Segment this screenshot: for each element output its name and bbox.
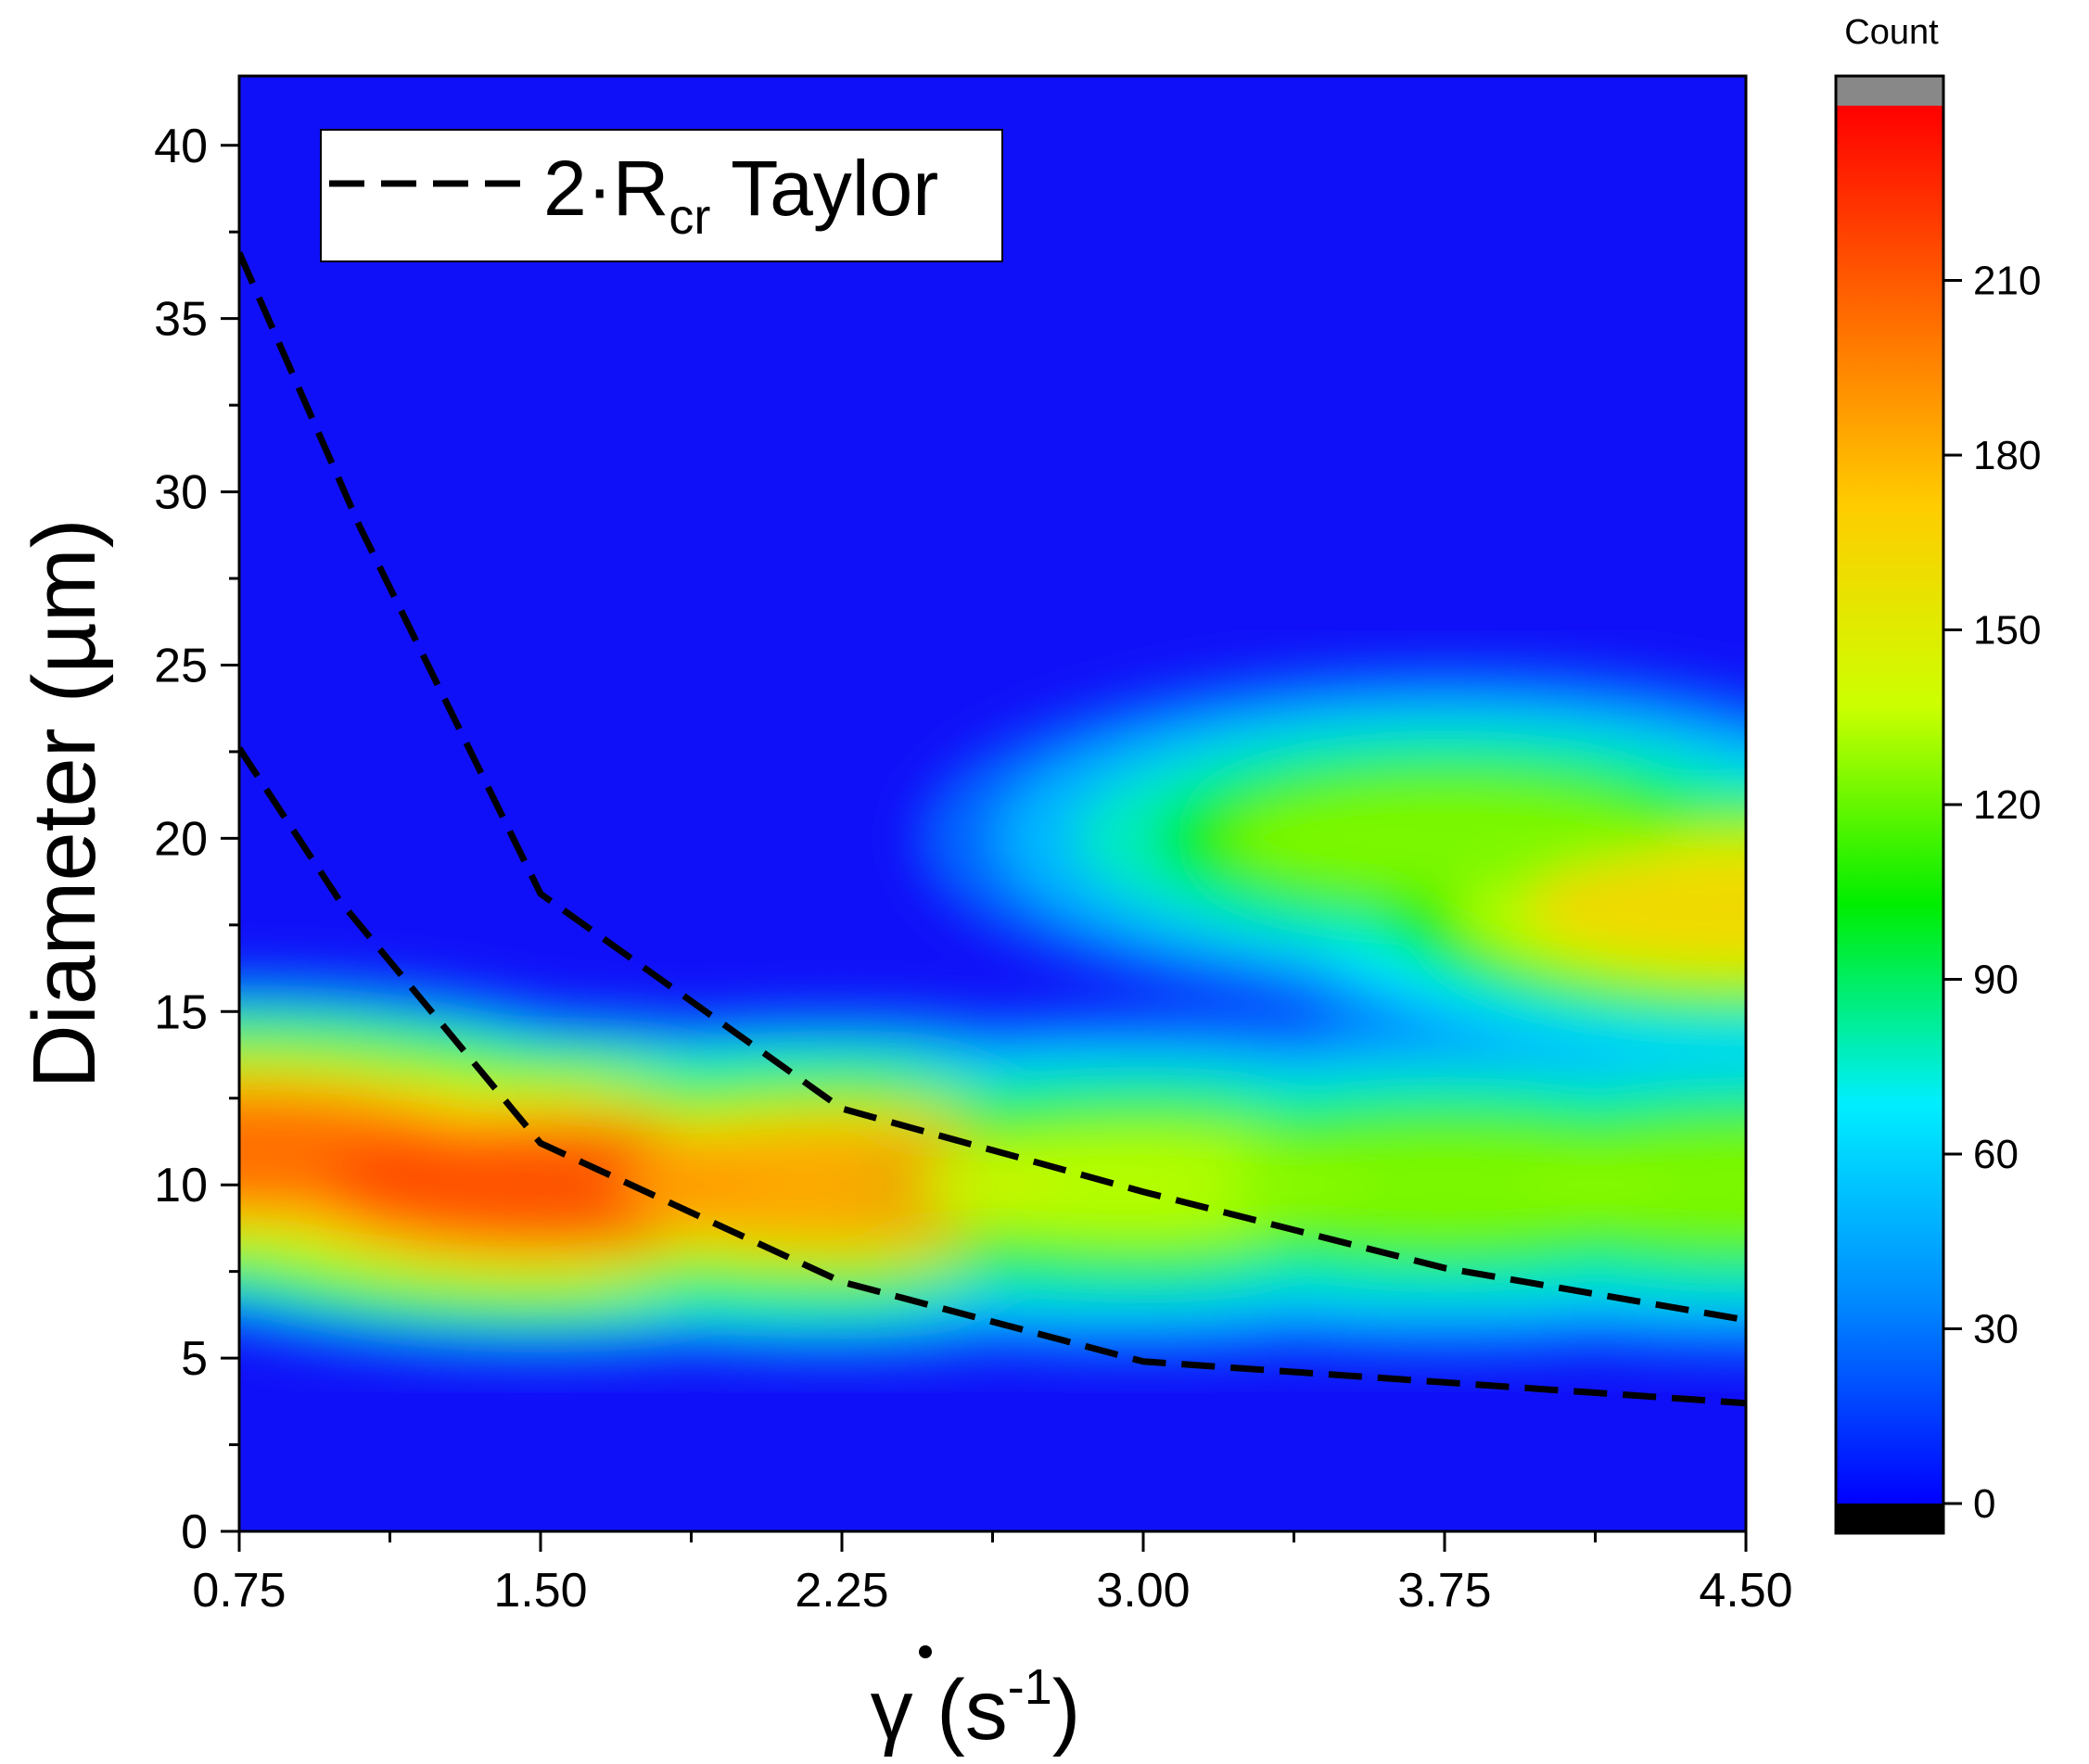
x-axis-label-symbol: γ: [871, 1663, 913, 1758]
y-tick-label: 10: [154, 1159, 208, 1212]
y-tick-label: 30: [154, 466, 208, 520]
y-tick-label: 0: [181, 1505, 208, 1559]
colorbar-tick-label: 60: [1973, 1132, 2019, 1177]
colorbar-tick-label: 180: [1973, 433, 2041, 478]
colorbar-title: Count: [1844, 13, 1939, 52]
taylor-curve-line: [239, 746, 1746, 1407]
y-tick-label: 40: [154, 120, 208, 173]
x-axis-label-unit: (s: [913, 1663, 1008, 1758]
taylor-curves: [239, 251, 1746, 1407]
y-axis: 0 5 10 15 20 25 30 35 40: [154, 120, 239, 1559]
colorbar-gradient: [1836, 106, 1943, 1504]
colorbar-over-swatch: [1836, 76, 1943, 106]
y-axis-label: Diameter (µm): [15, 518, 114, 1088]
density-blob: [1523, 850, 1746, 966]
x-axis-label-dot: [919, 1645, 932, 1658]
colorbar-under-swatch: [1836, 1504, 1943, 1533]
legend: 2·Rcr Taylor: [320, 129, 1003, 262]
x-tick-label: 1.50: [493, 1564, 587, 1618]
legend-label-suffix: Taylor: [710, 145, 938, 232]
x-tick-label: 2.25: [795, 1564, 888, 1618]
y-tick-label: 15: [154, 985, 208, 1039]
x-tick-label: 3.00: [1096, 1564, 1190, 1618]
y-tick-label: 5: [181, 1332, 208, 1386]
legend-box: [320, 129, 1003, 262]
x-tick-label: 3.75: [1397, 1564, 1491, 1618]
x-axis-label-close: ): [1052, 1663, 1081, 1758]
y-tick-label: 25: [154, 639, 208, 692]
colorbar-tick-label: 120: [1973, 782, 2041, 828]
colorbar-ticks: 0 30 60 90 120 150 180 210: [1943, 259, 2041, 1527]
colorbar-tick-label: 0: [1973, 1481, 1995, 1527]
x-tick-label: 0.75: [192, 1564, 286, 1618]
legend-label: 2·Rcr Taylor: [543, 145, 938, 245]
density-blob: [1222, 780, 1667, 896]
colorbar-tick-label: 30: [1973, 1307, 2019, 1352]
colorbar: Count 0 30 60 90 120 150 180 210: [1834, 13, 2041, 1535]
x-tick-label: 4.50: [1699, 1564, 1792, 1618]
colorbar-tick-label: 210: [1973, 259, 2041, 304]
colorbar-tick-label: 150: [1973, 608, 2041, 654]
x-axis-label-exponent: -1: [1008, 1659, 1052, 1715]
density-blob: [1523, 1127, 1746, 1243]
taylor-curve-line: [239, 251, 1746, 1324]
x-axis-label: γ (s-1): [871, 1659, 1081, 1758]
y-tick-label: 35: [154, 293, 208, 347]
legend-label-sub: cr: [669, 189, 710, 245]
colorbar-tick-label: 90: [1973, 958, 2019, 1003]
legend-label-main: 2·R: [543, 145, 669, 232]
y-tick-label: 20: [154, 812, 208, 866]
x-axis: 0.75 1.50 2.25 3.00 3.75 4.50: [192, 1531, 1793, 1618]
density-field: [239, 665, 1746, 1358]
